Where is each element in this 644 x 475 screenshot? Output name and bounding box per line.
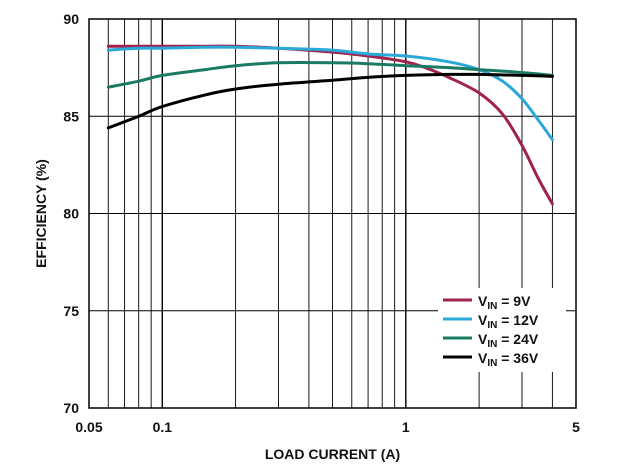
x-tick-label: 0.05: [75, 419, 102, 435]
x-axis-label: LOAD CURRENT (A): [265, 446, 400, 462]
legend-label: VIN = 12V: [478, 312, 539, 331]
y-axis-label: EFFICIENCY (%): [33, 159, 49, 268]
series-lines: [106, 44, 554, 206]
series-line: [106, 72, 554, 130]
plot-frame: [88, 18, 577, 409]
x-tick-label: 0.1: [153, 419, 173, 435]
y-tick-label: 80: [63, 206, 79, 222]
x-tick-label: 1: [402, 419, 410, 435]
y-tick-labels: 70 75 80 85 90: [63, 11, 79, 416]
x-tick-label: 5: [572, 419, 580, 435]
y-tick-label: 75: [63, 303, 79, 319]
series-line: [106, 45, 554, 142]
y-tick-label: 90: [63, 11, 79, 27]
legend-label: VIN = 24V: [478, 331, 539, 350]
series-line: [106, 61, 554, 89]
y-tick-label: 70: [63, 400, 79, 416]
legend-label: VIN = 9V: [478, 293, 531, 312]
x-tick-labels: 0.05 0.1 1 5: [75, 419, 580, 435]
grid: [89, 19, 576, 408]
y-tick-label: 85: [63, 108, 79, 124]
legend-label: VIN = 36V: [478, 350, 539, 369]
